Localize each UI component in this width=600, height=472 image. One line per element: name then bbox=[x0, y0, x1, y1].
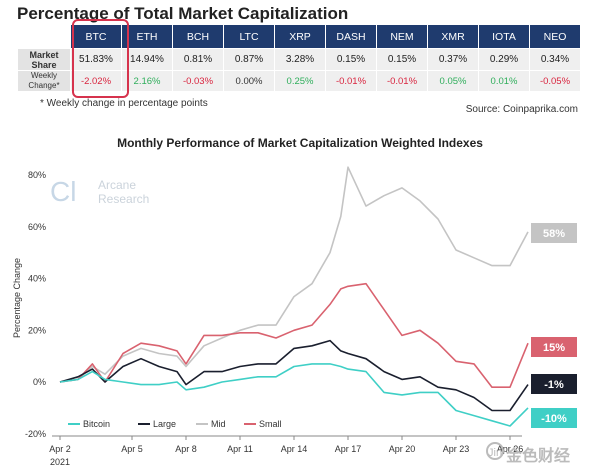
weekly-change-row: Weekly Change* -2.02% 2.16% -0.03% 0.00%… bbox=[17, 70, 581, 92]
coin-header: IOTA bbox=[478, 24, 530, 49]
legend-label: Mid bbox=[211, 419, 226, 429]
coin-header: LTC bbox=[223, 24, 275, 49]
change-cell: 0.00% bbox=[223, 70, 275, 92]
footnote: * Weekly change in percentage points bbox=[40, 98, 208, 109]
y-tick-label: -20% bbox=[25, 429, 46, 439]
jinse-watermark: 金色财经 bbox=[506, 448, 571, 465]
change-cell: -0.03% bbox=[172, 70, 224, 92]
end-label-badge bbox=[531, 337, 577, 357]
coin-header: XMR bbox=[427, 24, 479, 49]
arcane-watermark: Arcane Research bbox=[98, 178, 149, 206]
source-note: Source: Coinpaprika.com bbox=[465, 104, 578, 115]
end-label-badge bbox=[531, 223, 577, 243]
watermark-line: Arcane bbox=[98, 178, 137, 192]
end-label-text: -1% bbox=[544, 379, 564, 391]
end-label-text: -10% bbox=[541, 413, 567, 425]
watermark-line: Research bbox=[98, 192, 150, 206]
share-cell: 0.87% bbox=[223, 48, 275, 71]
coin-header: DASH bbox=[325, 24, 377, 49]
series-line-large bbox=[59, 339, 529, 412]
jinse-logo-icon: Jin bbox=[486, 442, 504, 460]
change-cell: 0.05% bbox=[427, 70, 479, 92]
change-cell: -0.05% bbox=[529, 70, 581, 92]
coin-header-row: BTC ETH BCH LTC XRP DASH NEM XMR IOTA NE… bbox=[17, 24, 581, 49]
y-axis-label: Percentage Change bbox=[12, 258, 22, 338]
coin-header: XRP bbox=[274, 24, 326, 49]
y-tick-label: 0% bbox=[33, 377, 46, 387]
change-cell: 0.25% bbox=[274, 70, 326, 92]
x-tick-label: Apr 2 bbox=[49, 444, 71, 454]
weekly-change-label: Weekly Change* bbox=[17, 70, 71, 92]
x-tick-label: Apr 5 bbox=[121, 444, 143, 454]
x-tick-label: Apr 8 bbox=[175, 444, 197, 454]
page-title: Percentage of Total Market Capitalizatio… bbox=[17, 4, 349, 23]
end-label-text: 58% bbox=[543, 228, 565, 240]
legend-label: Small bbox=[259, 419, 282, 429]
series-line-mid bbox=[59, 166, 529, 383]
x-tick-label: Apr 23 bbox=[443, 444, 470, 454]
y-tick-label: 80% bbox=[28, 170, 46, 180]
end-label-text: 15% bbox=[543, 342, 565, 354]
arcane-logo-icon: Cl bbox=[50, 176, 77, 207]
end-label-badge bbox=[531, 408, 577, 428]
share-cell: 0.15% bbox=[376, 48, 428, 71]
y-tick-label: 60% bbox=[28, 222, 46, 232]
change-cell: 2.16% bbox=[121, 70, 173, 92]
series-line-small bbox=[59, 282, 529, 389]
chart-title: Monthly Performance of Market Capitaliza… bbox=[117, 136, 483, 150]
end-label-badge bbox=[531, 374, 577, 394]
change-cell: -0.01% bbox=[376, 70, 428, 92]
change-cell: -2.02% bbox=[70, 70, 122, 92]
y-tick-label: 20% bbox=[28, 325, 46, 335]
share-cell: 0.81% bbox=[172, 48, 224, 71]
market-share-table: BTC ETH BCH LTC XRP DASH NEM XMR IOTA NE… bbox=[17, 24, 581, 92]
share-cell: 0.34% bbox=[529, 48, 581, 71]
x-tick-label: Apr 14 bbox=[281, 444, 308, 454]
legend-label: Large bbox=[153, 419, 176, 429]
change-cell: 0.01% bbox=[478, 70, 530, 92]
x-tick-label: Apr 17 bbox=[335, 444, 362, 454]
series-line-bitcoin bbox=[59, 363, 529, 427]
legend-label: Bitcoin bbox=[83, 419, 110, 429]
market-share-label: Market Share bbox=[17, 48, 71, 71]
market-share-row: Market Share 51.83% 14.94% 0.81% 0.87% 3… bbox=[17, 48, 581, 71]
x-tick-label: Apr 11 bbox=[227, 444, 253, 454]
change-cell: -0.01% bbox=[325, 70, 377, 92]
x-tick-sublabel: 2021 bbox=[50, 457, 70, 467]
x-tick-label: Apr 20 bbox=[389, 444, 416, 454]
coin-header: NEO bbox=[529, 24, 581, 49]
y-tick-label: 40% bbox=[28, 274, 46, 284]
share-cell: 0.29% bbox=[478, 48, 530, 71]
share-cell: 51.83% bbox=[70, 48, 122, 71]
coin-header: NEM bbox=[376, 24, 428, 49]
x-tick-label: Apr 26 bbox=[497, 444, 524, 454]
